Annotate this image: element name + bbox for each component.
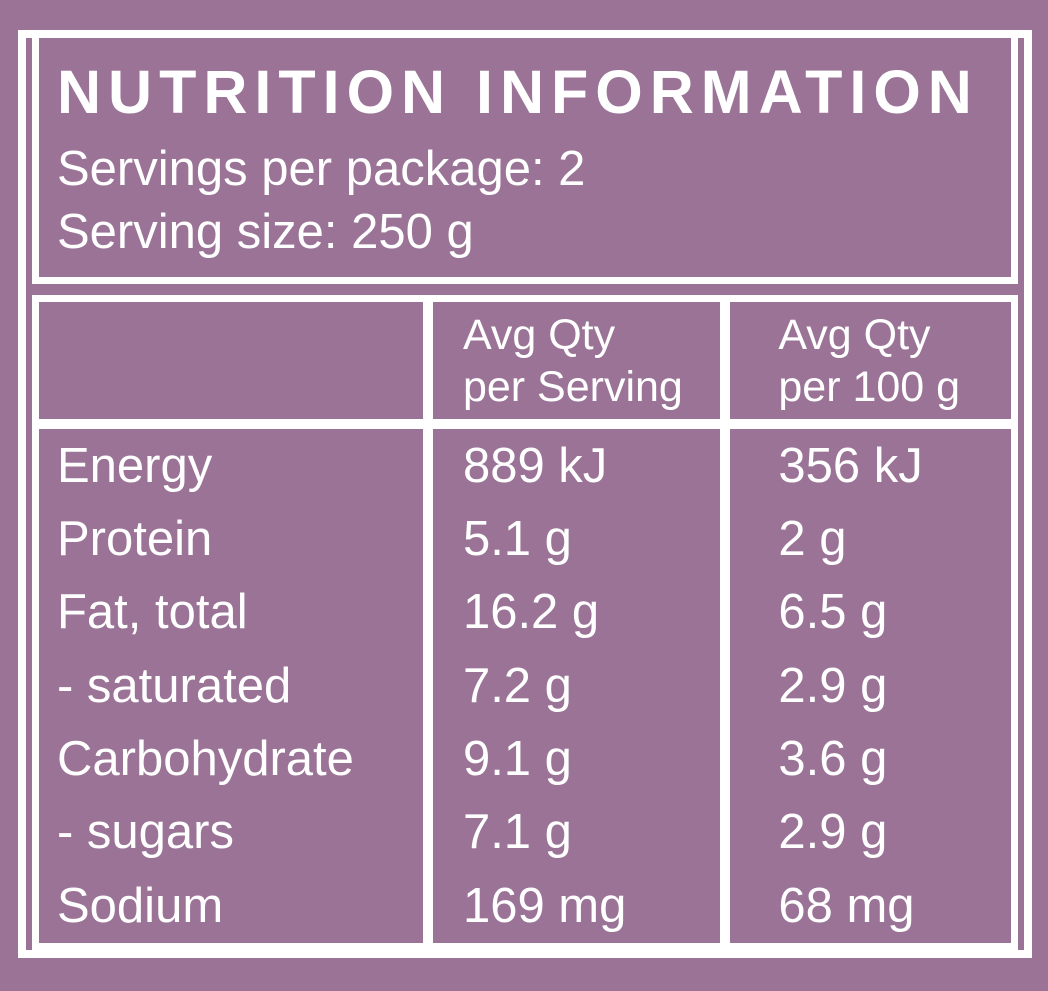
table-body: Energy 889 kJ 356 kJ Protein 5.1 g 2 g F… bbox=[39, 429, 1011, 943]
value-per-serving: 889 kJ bbox=[422, 429, 720, 503]
table-row-sodium: Sodium 169 mg 68 mg bbox=[39, 869, 1011, 943]
value-per-100g: 6.5 g bbox=[720, 576, 1011, 650]
row-label: Fat, total bbox=[57, 585, 248, 640]
value-per-100g: 2 g bbox=[720, 502, 1011, 577]
table-row-energy: Energy 889 kJ 356 kJ bbox=[39, 429, 1011, 503]
value-per-100g: 3.6 g bbox=[720, 722, 1011, 797]
outer-frame: NUTRITION INFORMATION Servings per packa… bbox=[18, 30, 1032, 958]
nutrition-table: Avg Qty per Serving Avg Qty per 100 g En… bbox=[32, 295, 1018, 950]
value-per-serving: 5.1 g bbox=[422, 502, 720, 577]
section-gap bbox=[32, 284, 1018, 295]
value-per-100g: 356 kJ bbox=[720, 429, 1011, 503]
value-per-serving: 9.1 g bbox=[422, 722, 720, 797]
table-row-carbohydrate: Carbohydrate 9.1 g 3.6 g bbox=[39, 722, 1011, 797]
row-label: Protein bbox=[57, 512, 213, 567]
value-per-100g: 2.9 g bbox=[720, 796, 1011, 870]
table-row-sugars: - sugars 7.1 g 2.9 g bbox=[39, 796, 1011, 870]
table-row-saturated: - saturated 7.2 g 2.9 g bbox=[39, 649, 1011, 723]
value-per-serving: 169 mg bbox=[422, 869, 720, 943]
column-header-line: Avg Qty bbox=[462, 310, 616, 359]
value-per-100g: 68 mg bbox=[720, 869, 1011, 943]
table-row-protein: Protein 5.1 g 2 g bbox=[39, 502, 1011, 577]
row-label: - saturated bbox=[57, 658, 292, 713]
panel-title: NUTRITION INFORMATION bbox=[57, 58, 979, 126]
column-header-line: per Serving bbox=[462, 362, 683, 411]
column-header-line: Avg Qty bbox=[778, 310, 931, 359]
row-label: - sugars bbox=[57, 805, 235, 860]
table-header-row: Avg Qty per Serving Avg Qty per 100 g bbox=[39, 302, 1011, 430]
column-header-empty bbox=[39, 302, 423, 419]
header-section: NUTRITION INFORMATION Servings per packa… bbox=[32, 38, 1018, 285]
row-label: Sodium bbox=[57, 878, 224, 933]
value-per-serving: 7.1 g bbox=[422, 796, 720, 870]
column-header-per-100g: Avg Qty per 100 g bbox=[720, 302, 1011, 420]
serving-size: Serving size: 250 g bbox=[57, 204, 474, 259]
value-per-serving: 16.2 g bbox=[422, 576, 720, 650]
row-label: Carbohydrate bbox=[57, 732, 354, 787]
column-header-line: per 100 g bbox=[778, 362, 961, 411]
column-header-per-serving: Avg Qty per Serving bbox=[422, 302, 720, 420]
table-row-fat-total: Fat, total 16.2 g 6.5 g bbox=[39, 576, 1011, 650]
label-inner: NUTRITION INFORMATION Servings per packa… bbox=[26, 38, 1024, 950]
value-per-100g: 2.9 g bbox=[720, 649, 1011, 723]
servings-per-package: Servings per package: 2 bbox=[57, 142, 586, 197]
value-per-serving: 7.2 g bbox=[422, 649, 720, 723]
row-label: Energy bbox=[57, 438, 213, 493]
